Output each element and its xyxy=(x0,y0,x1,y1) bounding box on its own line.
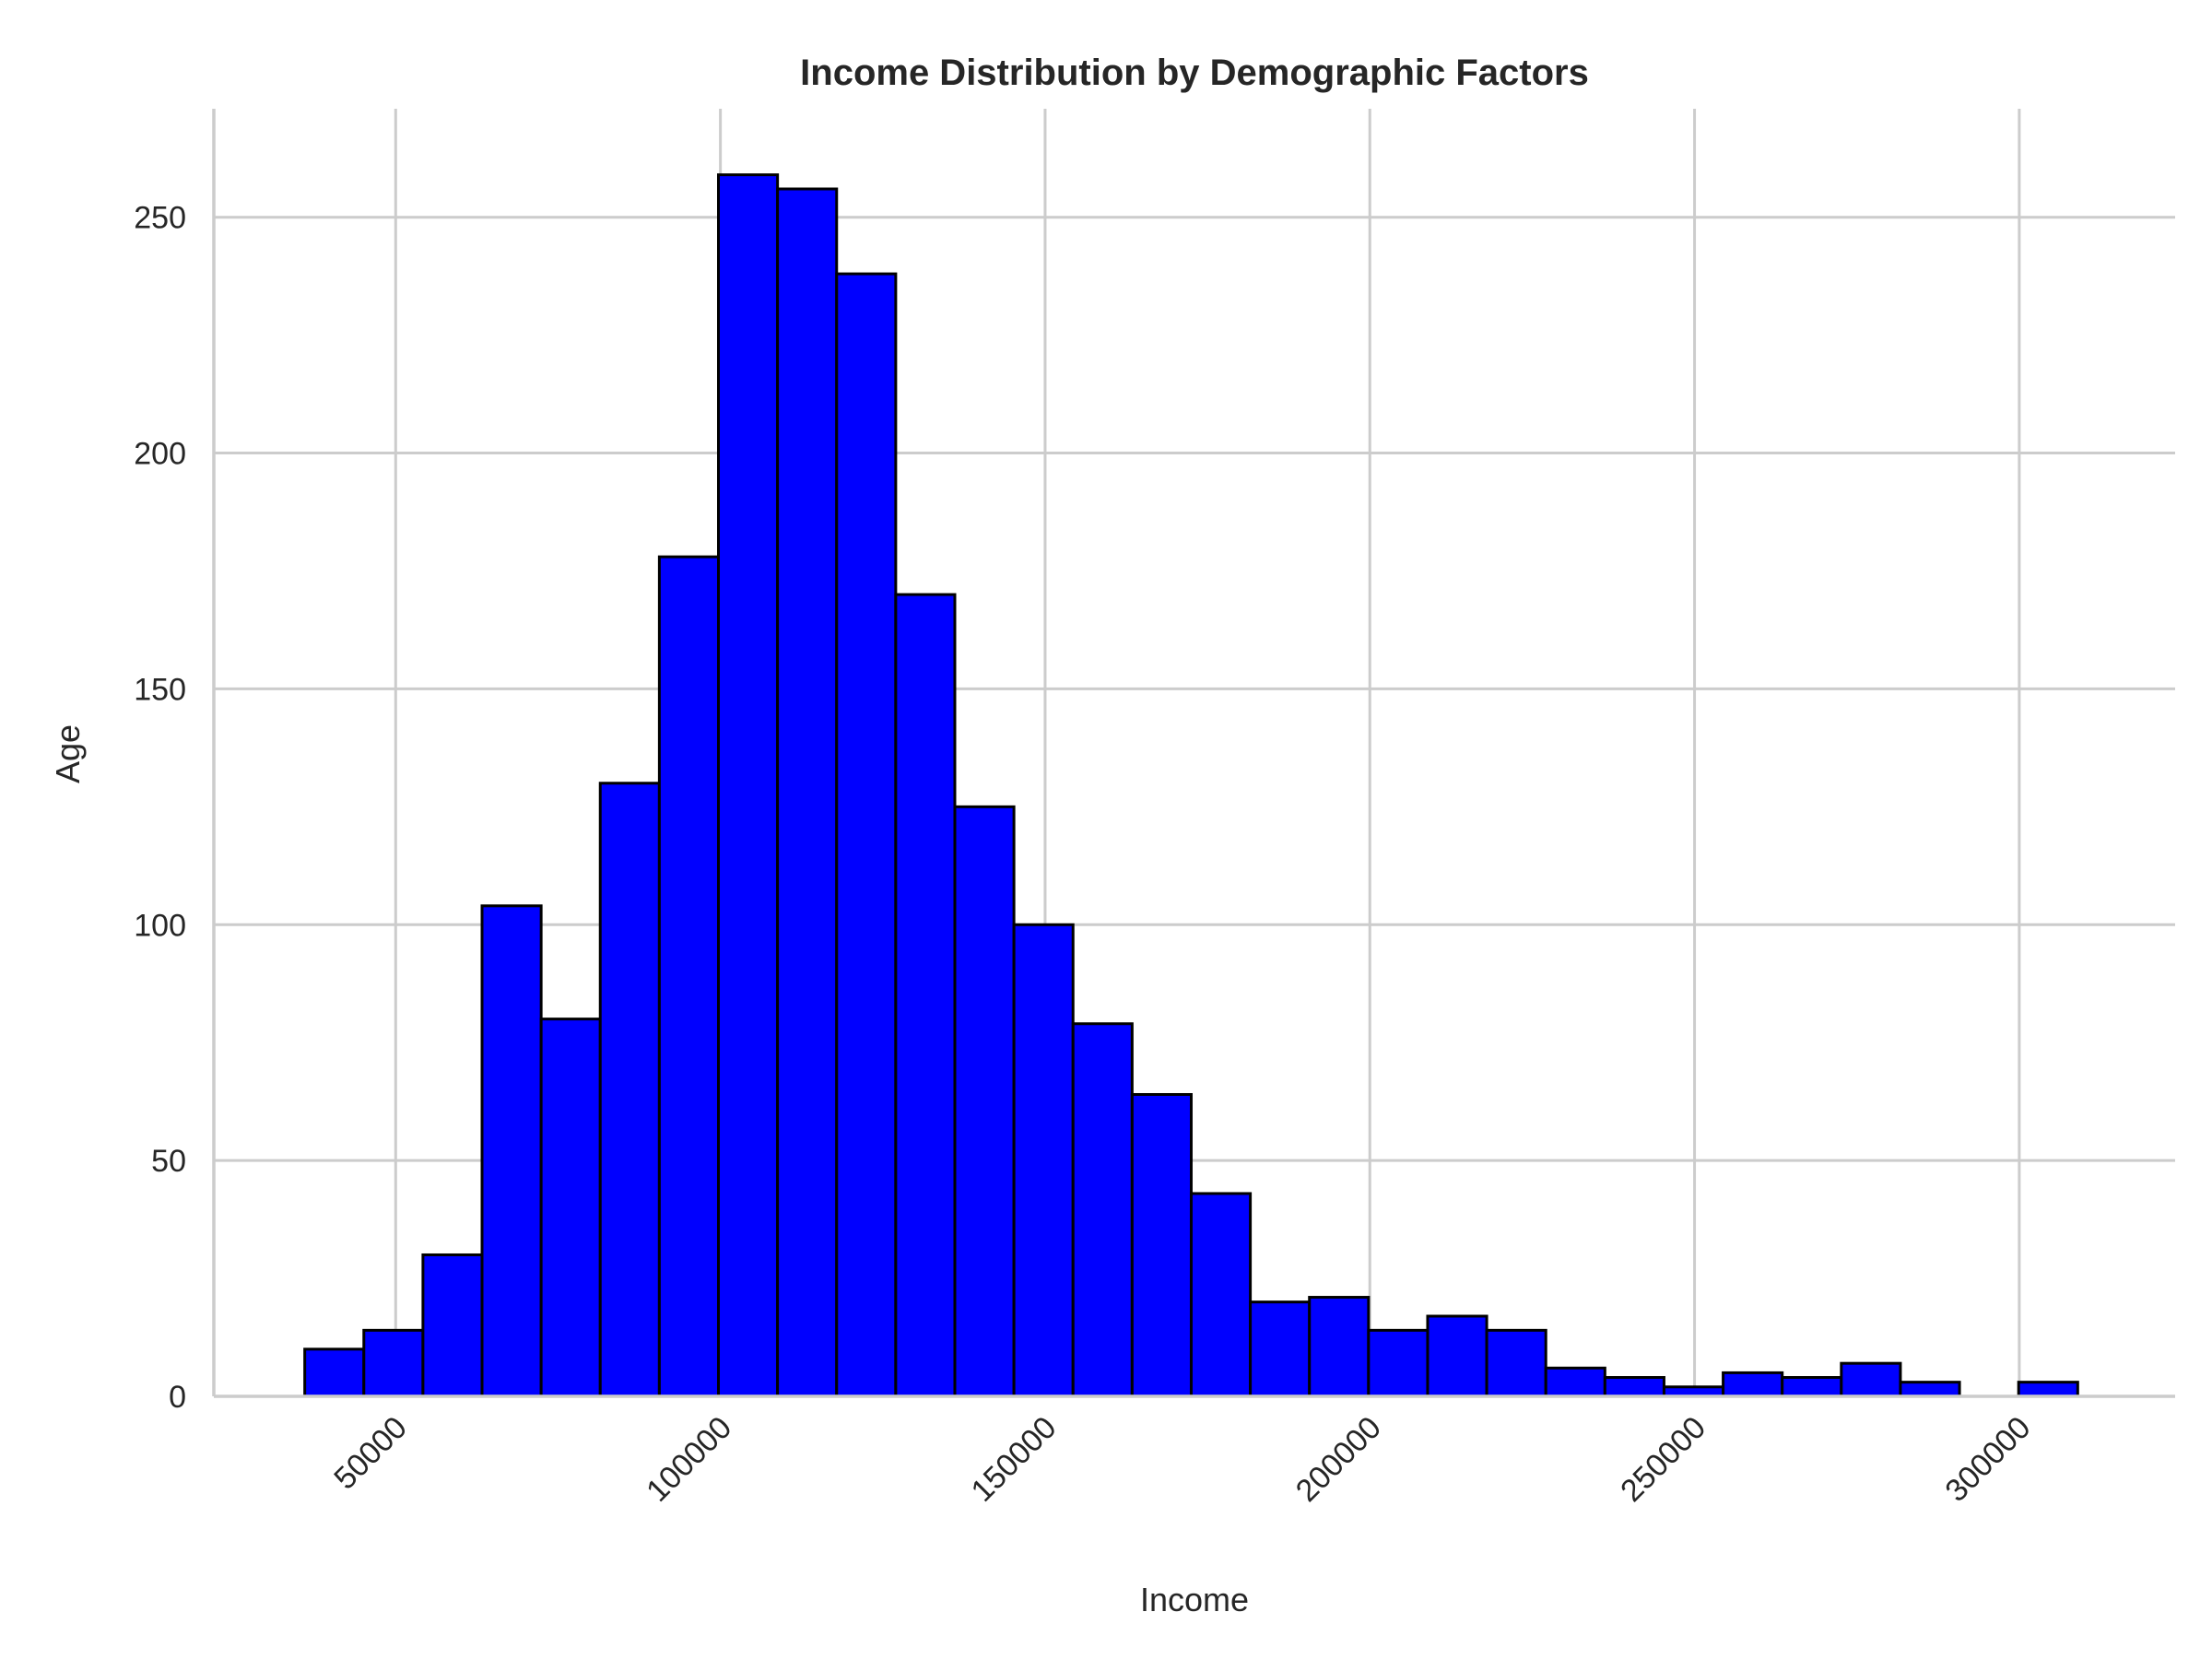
x-tick-label: 200000 xyxy=(1289,1410,1388,1509)
y-tick-label: 100 xyxy=(134,908,186,943)
x-axis-ticks: 50000 100000 150000 200000 250000 300000 xyxy=(327,1410,2037,1509)
histogram-bar xyxy=(657,555,721,1398)
histogram-bar xyxy=(1249,1300,1312,1398)
chart-title: Income Distribution by Demographic Facto… xyxy=(800,53,1589,93)
histogram-bar xyxy=(480,904,543,1398)
x-tick-label: 150000 xyxy=(964,1410,1063,1509)
histogram-bars xyxy=(303,173,2079,1398)
y-tick-label: 50 xyxy=(151,1144,186,1179)
y-tick-label: 150 xyxy=(134,672,186,707)
histogram-bar xyxy=(1130,1092,1193,1398)
histogram-bar xyxy=(1722,1371,1784,1398)
histogram-bar xyxy=(303,1347,366,1398)
x-tick-label: 300000 xyxy=(1938,1410,2037,1509)
histogram-bar xyxy=(2017,1381,2079,1398)
histogram-bar xyxy=(1603,1376,1665,1398)
histogram-bar xyxy=(1781,1376,1843,1398)
axis-spines xyxy=(212,109,2175,1398)
histogram-bar xyxy=(835,272,898,1398)
histogram-bar xyxy=(953,805,1016,1398)
x-axis-label: Income xyxy=(1140,1581,1249,1618)
histogram-bar xyxy=(1544,1366,1606,1398)
y-axis-label: Age xyxy=(49,724,87,783)
histogram-bar xyxy=(1071,1022,1134,1398)
y-tick-label: 0 xyxy=(169,1380,186,1415)
histogram-bar xyxy=(776,187,839,1398)
histogram-bar xyxy=(598,782,661,1398)
histogram-bar xyxy=(894,593,957,1398)
histogram-bar xyxy=(1012,923,1075,1398)
x-tick-label: 100000 xyxy=(640,1410,738,1509)
x-tick-label: 250000 xyxy=(1614,1410,1712,1509)
x-tick-label: 50000 xyxy=(327,1410,414,1497)
y-axis-ticks: 0 50 100 150 200 250 xyxy=(134,201,186,1415)
histogram-bar xyxy=(421,1253,484,1398)
histogram-bar xyxy=(539,1018,602,1398)
histogram-bar xyxy=(1899,1381,1961,1398)
histogram-bar xyxy=(1189,1192,1253,1398)
histogram-bar xyxy=(1367,1328,1430,1398)
histogram-bar xyxy=(362,1328,425,1398)
histogram-bar xyxy=(1840,1361,1902,1398)
histogram-bar xyxy=(1426,1314,1488,1398)
histogram-bar xyxy=(1308,1296,1371,1398)
y-tick-label: 250 xyxy=(134,201,186,236)
y-tick-label: 200 xyxy=(134,437,186,472)
histogram-bar xyxy=(1485,1328,1547,1398)
histogram-bar xyxy=(717,173,780,1398)
